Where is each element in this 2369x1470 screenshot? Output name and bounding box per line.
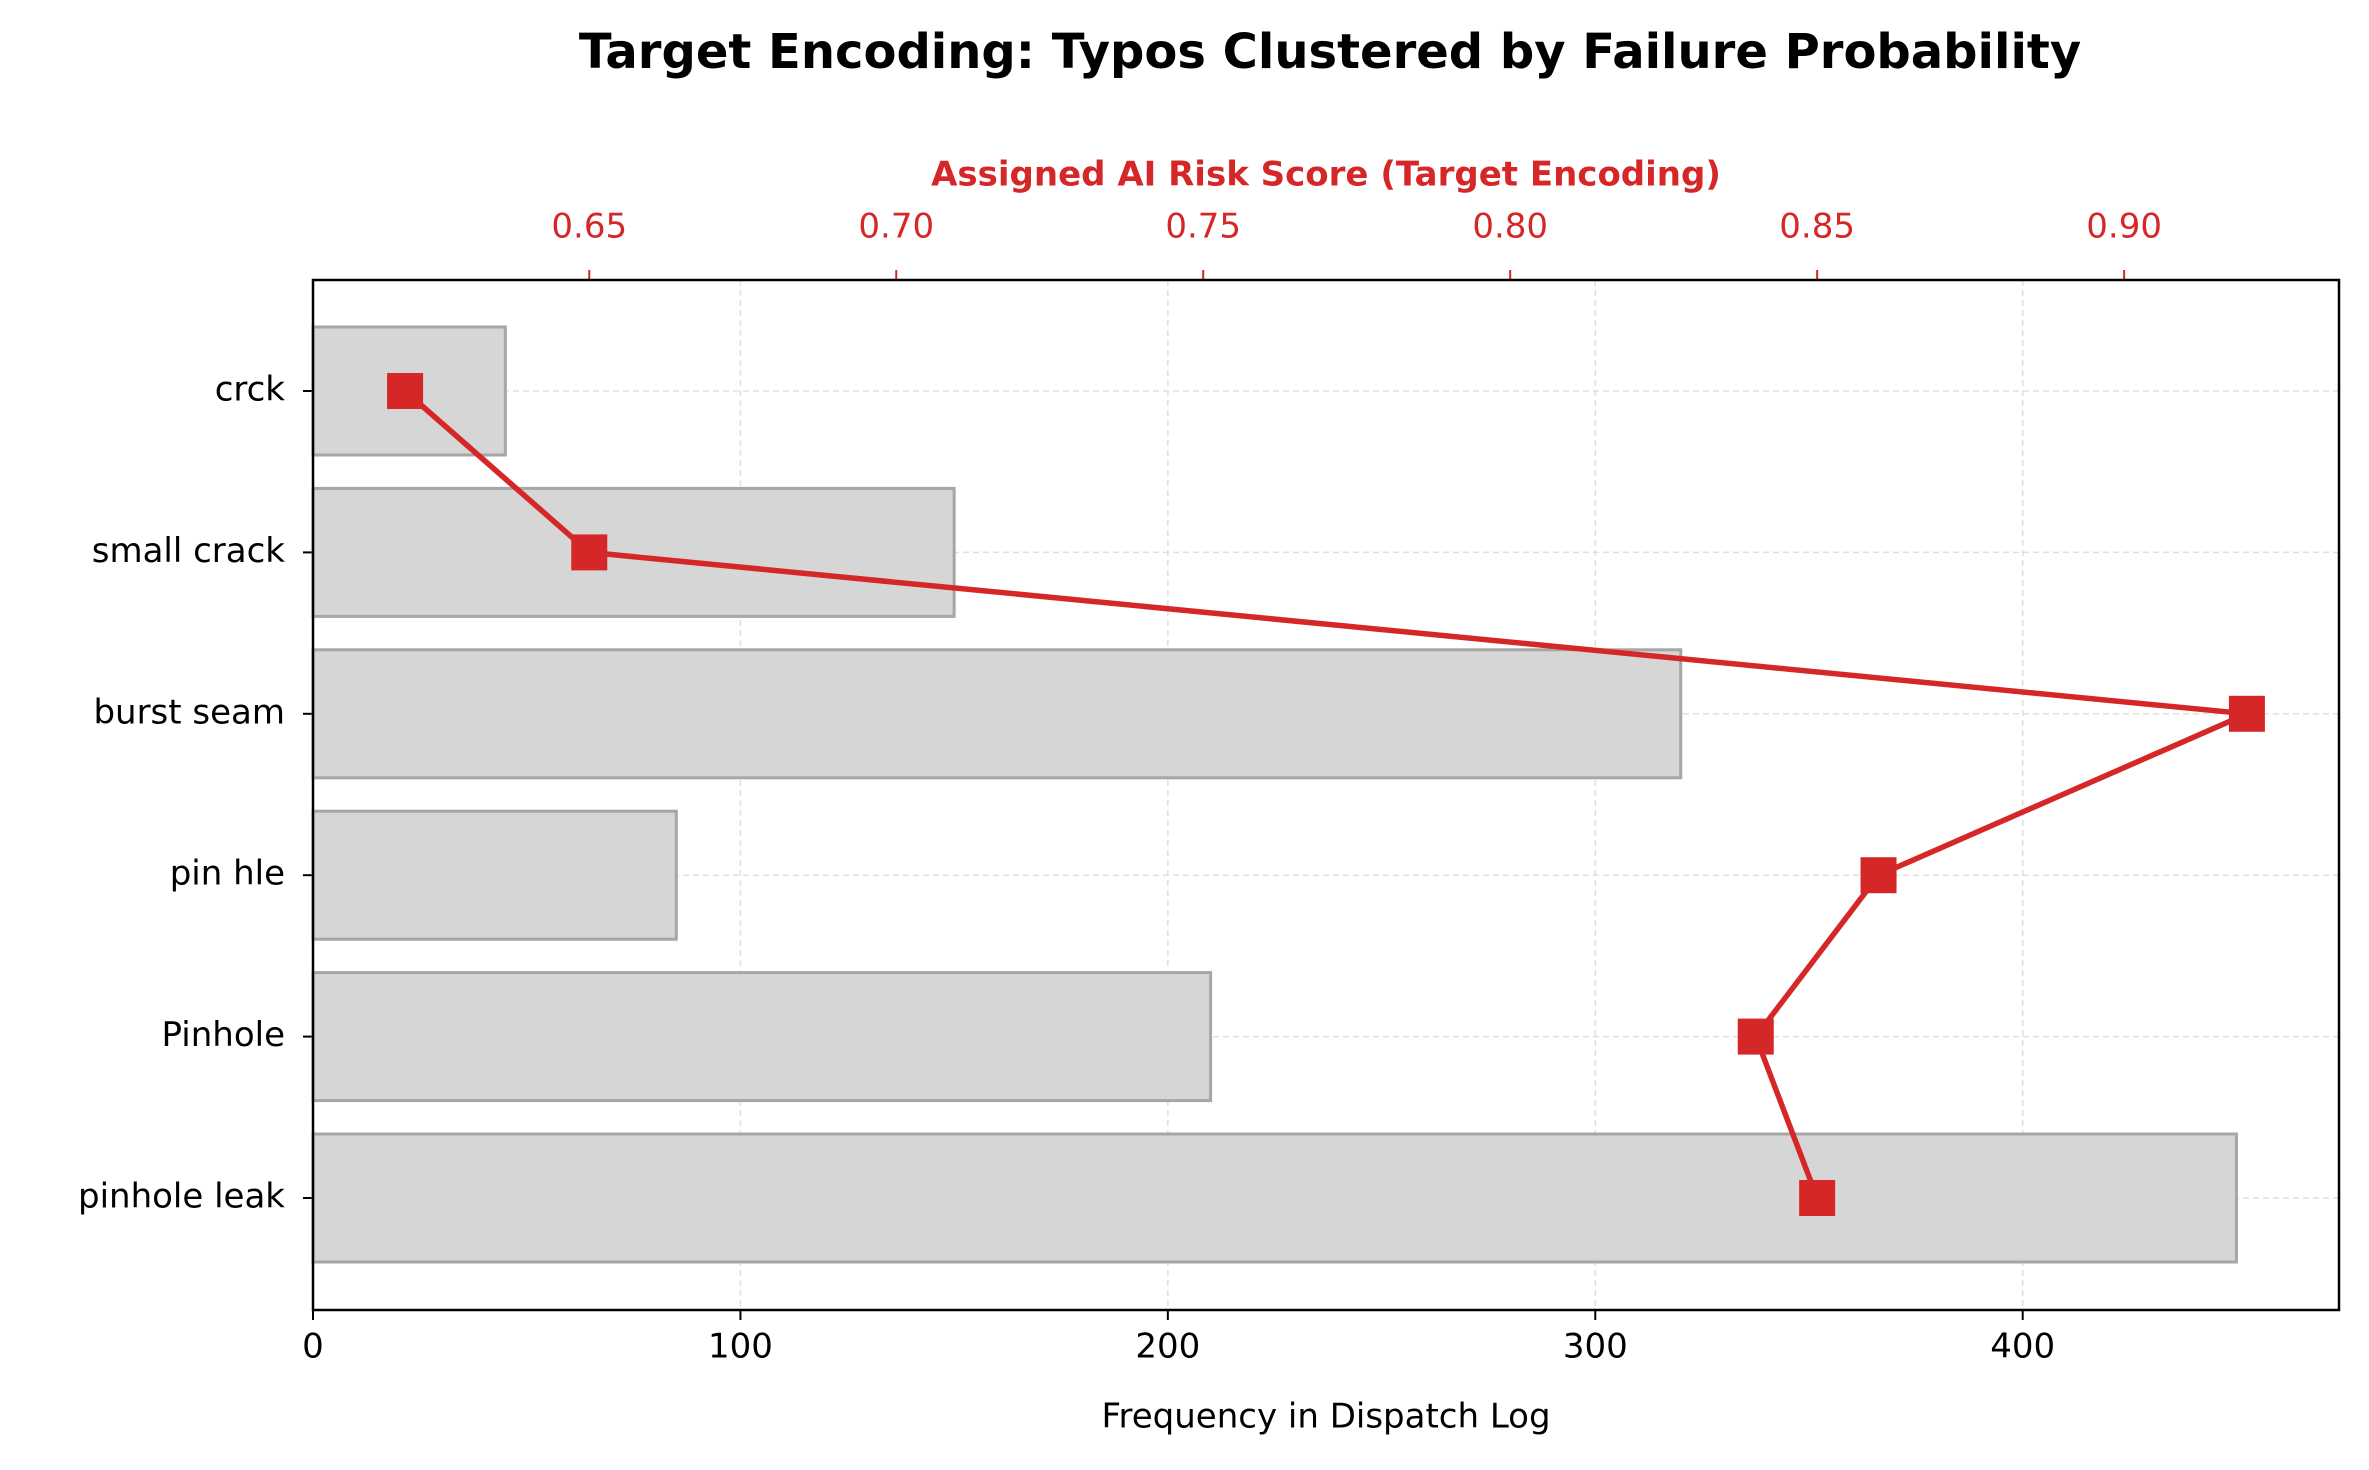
marker [1737, 1018, 1774, 1055]
x-tick-label: 400 [1990, 1327, 2055, 1367]
y-tick-label: pinhole leak [78, 1177, 285, 1217]
marker [1860, 857, 1897, 894]
marker [571, 534, 608, 571]
y-tick-label: pin hle [170, 854, 285, 894]
x2-tick-label: 0.65 [551, 207, 627, 247]
bar [311, 809, 678, 941]
x-tick-label: 200 [1135, 1327, 1200, 1367]
chart-title: Target Encoding: Typos Clustered by Fail… [579, 24, 2081, 80]
x2-tick-label: 0.80 [1472, 207, 1548, 247]
y-tick-label: Pinhole [162, 1015, 285, 1055]
y-tick-label: crck [215, 370, 286, 410]
bar [311, 486, 956, 618]
plot-frame [311, 278, 2341, 1312]
x2-tick-label: 0.90 [2086, 207, 2162, 247]
bar [311, 648, 1683, 780]
x2-tick-label: 0.85 [1779, 207, 1855, 247]
x-tick-label: 100 [708, 1327, 773, 1367]
x-tick-label: 300 [1563, 1327, 1628, 1367]
bar [311, 1132, 2238, 1264]
line [403, 388, 2258, 1199]
y-tick-label: burst seam [93, 692, 285, 732]
x2-tick-label: 0.70 [858, 207, 934, 247]
marker [2228, 695, 2265, 732]
x2-axis-label: Assigned AI Risk Score (Target Encoding) [931, 155, 1721, 195]
x2-tick-label: 0.75 [1165, 207, 1241, 247]
x-tick-label: 0 [302, 1327, 324, 1367]
bar [311, 971, 1213, 1103]
marker [1799, 1180, 1836, 1216]
marker [387, 373, 424, 409]
x-axis-label: Frequency in Dispatch Log [1101, 1397, 1550, 1437]
y-tick-label: small crack [92, 531, 286, 571]
